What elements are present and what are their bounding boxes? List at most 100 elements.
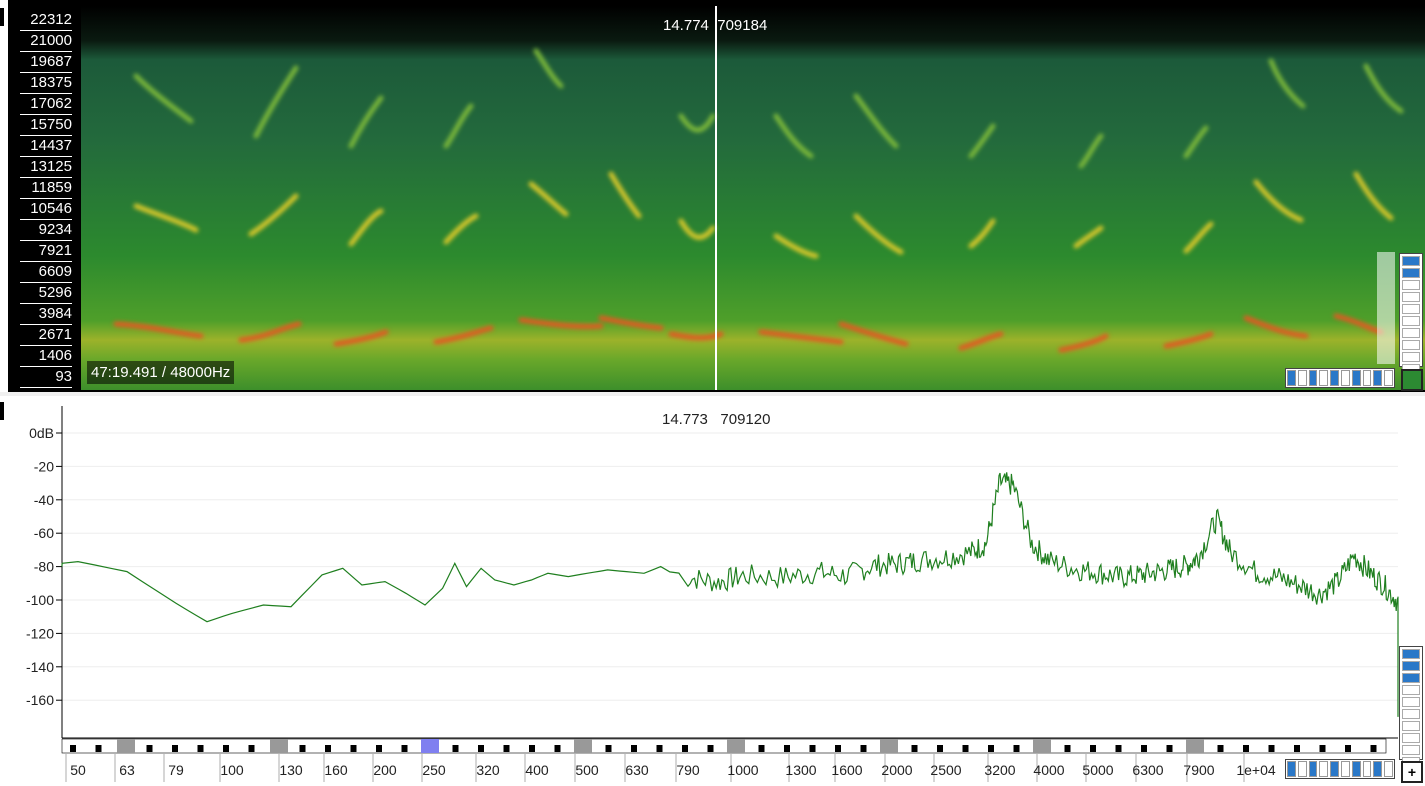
zoom-cell[interactable] xyxy=(1402,280,1420,290)
x-tick-label: 130 xyxy=(279,762,303,778)
zoom-cell[interactable] xyxy=(1330,370,1339,386)
strip-marker xyxy=(937,745,943,752)
strip-marker xyxy=(988,745,994,752)
zoom-cell[interactable] xyxy=(1319,370,1329,386)
zoom-cell[interactable] xyxy=(1308,761,1318,777)
x-tick-label: 3200 xyxy=(984,762,1015,778)
zoom-cell[interactable] xyxy=(1362,370,1372,386)
zoom-cell[interactable] xyxy=(1402,328,1420,338)
zoom-cell[interactable] xyxy=(1340,761,1350,777)
spectrogram-trace xyxy=(758,329,844,345)
spectrogram-cursor-readout: 14.774 709184 xyxy=(663,17,768,34)
spectrum-chart[interactable]: 0dB -20 -40 -60 -80 -100 -120 -140 -160 50 63 79 100… xyxy=(0,396,1425,786)
y-tick-label: -60 xyxy=(34,525,54,541)
x-tick-label: 250 xyxy=(422,762,446,778)
spectrogram-vertical-zoom[interactable] xyxy=(1399,253,1423,374)
panel-marker xyxy=(0,0,8,392)
strip-marker xyxy=(1217,745,1224,752)
strip-marker xyxy=(554,745,561,752)
strip-marker xyxy=(1268,745,1275,752)
strip-marker xyxy=(631,745,637,752)
y-tick-label: -80 xyxy=(34,559,54,575)
zoom-cell[interactable] xyxy=(1402,256,1420,266)
zoom-cell[interactable] xyxy=(1402,304,1420,314)
spectrogram-trace xyxy=(668,331,724,341)
zoom-cell[interactable] xyxy=(1402,316,1420,326)
spectrum-series-line xyxy=(61,472,1399,717)
zoom-cell[interactable] xyxy=(1330,761,1339,777)
x-tick-label: 100 xyxy=(220,762,244,778)
zoom-cell[interactable] xyxy=(1402,697,1420,707)
strip-marker xyxy=(452,745,459,752)
zoom-cell[interactable] xyxy=(1308,370,1318,386)
zoom-cell[interactable] xyxy=(1362,761,1372,777)
playhead-cursor[interactable] xyxy=(715,6,717,390)
zoom-cell[interactable] xyxy=(1402,268,1420,278)
zoom-cell[interactable] xyxy=(1402,733,1420,743)
x-tick-label: 500 xyxy=(575,762,599,778)
spectrogram-scroll-highlight[interactable] xyxy=(1377,252,1395,364)
spectrogram-trace xyxy=(1078,133,1104,169)
x-tick-label: 630 xyxy=(625,762,649,778)
spectrogram-trace xyxy=(773,233,819,259)
octave-strip xyxy=(61,738,1387,754)
spectrogram-trace xyxy=(443,103,474,149)
zoom-cell[interactable] xyxy=(1340,370,1350,386)
zoom-cell[interactable] xyxy=(1402,340,1420,350)
zoom-cell[interactable] xyxy=(1297,370,1307,386)
frequency-tick: 15750 xyxy=(20,115,72,136)
spectrogram-trace xyxy=(678,218,716,240)
zoom-cell[interactable] xyxy=(1402,745,1420,755)
zoom-cell[interactable] xyxy=(1351,761,1361,777)
zoom-cell[interactable] xyxy=(1402,649,1420,659)
strip-marker xyxy=(860,745,867,752)
frequency-tick: 9234 xyxy=(20,220,72,241)
frequency-tick: 22312 xyxy=(20,10,72,31)
x-tick-label: 2000 xyxy=(881,762,912,778)
spectrogram-trace xyxy=(528,181,569,217)
spectrum-horizontal-zoom[interactable] xyxy=(1285,759,1395,779)
frequency-tick: 13125 xyxy=(20,157,72,178)
zoom-cell[interactable] xyxy=(1373,761,1383,777)
spectrogram-horizontal-zoom[interactable] xyxy=(1285,368,1395,388)
add-button[interactable]: + xyxy=(1401,761,1423,783)
strip-marker xyxy=(95,745,102,752)
spectrogram-image xyxy=(81,6,1425,390)
color-swatch-button[interactable] xyxy=(1401,369,1423,391)
x-tick-label: 1000 xyxy=(727,762,758,778)
zoom-cell[interactable] xyxy=(1297,761,1307,777)
zoom-cell[interactable] xyxy=(1384,761,1393,777)
zoom-cell[interactable] xyxy=(1402,685,1420,695)
spectrogram-trace xyxy=(1363,63,1404,114)
frequency-scale: 22312 21000 19687 18375 17062 15750 14437 13125… xyxy=(20,10,76,390)
spectrogram-view[interactable]: 14.774 709184 47:19.491 / 48000Hz xyxy=(81,6,1425,390)
frequency-tick: 18375 xyxy=(20,73,72,94)
zoom-cell[interactable] xyxy=(1351,370,1361,386)
zoom-cell[interactable] xyxy=(1402,352,1420,362)
zoom-cell[interactable] xyxy=(1319,761,1329,777)
zoom-cell[interactable] xyxy=(1402,721,1420,731)
x-tick-label: 63 xyxy=(119,762,135,778)
spectrogram-trace xyxy=(253,65,299,139)
x-tick-label: 320 xyxy=(476,762,500,778)
strip-marker xyxy=(1370,745,1377,752)
spectrogram-trace xyxy=(1163,331,1214,349)
spectrogram-trace xyxy=(248,193,299,237)
strip-octave-block xyxy=(727,739,745,753)
zoom-cell[interactable] xyxy=(1402,673,1420,683)
zoom-cell[interactable] xyxy=(1402,709,1420,719)
strip-octave-block xyxy=(117,739,135,753)
zoom-cell[interactable] xyxy=(1402,661,1420,671)
x-tick-label: 200 xyxy=(373,762,397,778)
x-tick-label: 1600 xyxy=(831,762,862,778)
spectrogram-trace xyxy=(968,218,996,249)
y-tick-label: -20 xyxy=(34,458,54,474)
spectrogram-trace xyxy=(608,171,642,219)
zoom-cell[interactable] xyxy=(1287,761,1296,777)
spectrum-vertical-zoom[interactable] xyxy=(1399,646,1423,767)
zoom-cell[interactable] xyxy=(1287,370,1296,386)
zoom-cell[interactable] xyxy=(1384,370,1393,386)
zoom-cell[interactable] xyxy=(1402,292,1420,302)
zoom-cell[interactable] xyxy=(1373,370,1383,386)
y-tick-label: -140 xyxy=(26,659,54,675)
